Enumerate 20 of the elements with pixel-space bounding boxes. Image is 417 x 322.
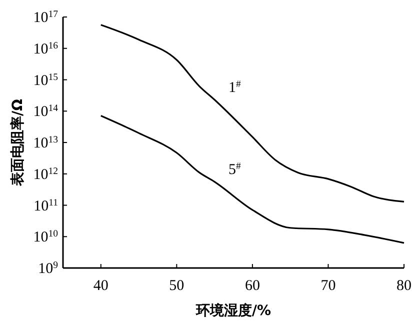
x-tick-label: 40 xyxy=(93,278,108,294)
series-label: 5$^{#}$ xyxy=(228,160,242,178)
y-tick-label: 10$^{13}$ xyxy=(33,134,58,152)
x-tick-label: 80 xyxy=(396,278,412,294)
line-series xyxy=(100,24,405,202)
y-tick-label: 10$^{17}$ xyxy=(33,8,58,26)
y-tick-label: 10$^{11}$ xyxy=(34,196,58,214)
x-tick-label: 70 xyxy=(320,278,336,294)
y-tick-label: 10$^{14}$ xyxy=(33,102,58,120)
y-tick-label: 10$^{9}$ xyxy=(38,260,58,277)
y-axis-title: 表面电阻率/Ω xyxy=(9,98,26,188)
x-tick-label: 50 xyxy=(169,278,184,294)
x-tick-label: 60 xyxy=(244,278,260,294)
y-tick-label: 10$^{12}$ xyxy=(33,165,58,183)
line-series xyxy=(100,114,405,244)
x-axis-title: 环境湿度/% xyxy=(194,302,272,319)
series-label: 1$^{#}$ xyxy=(228,78,242,96)
y-tick-label: 10$^{10}$ xyxy=(33,228,58,246)
y-tick-label: 10$^{16}$ xyxy=(33,40,58,58)
y-tick-label: 10$^{15}$ xyxy=(33,71,58,89)
